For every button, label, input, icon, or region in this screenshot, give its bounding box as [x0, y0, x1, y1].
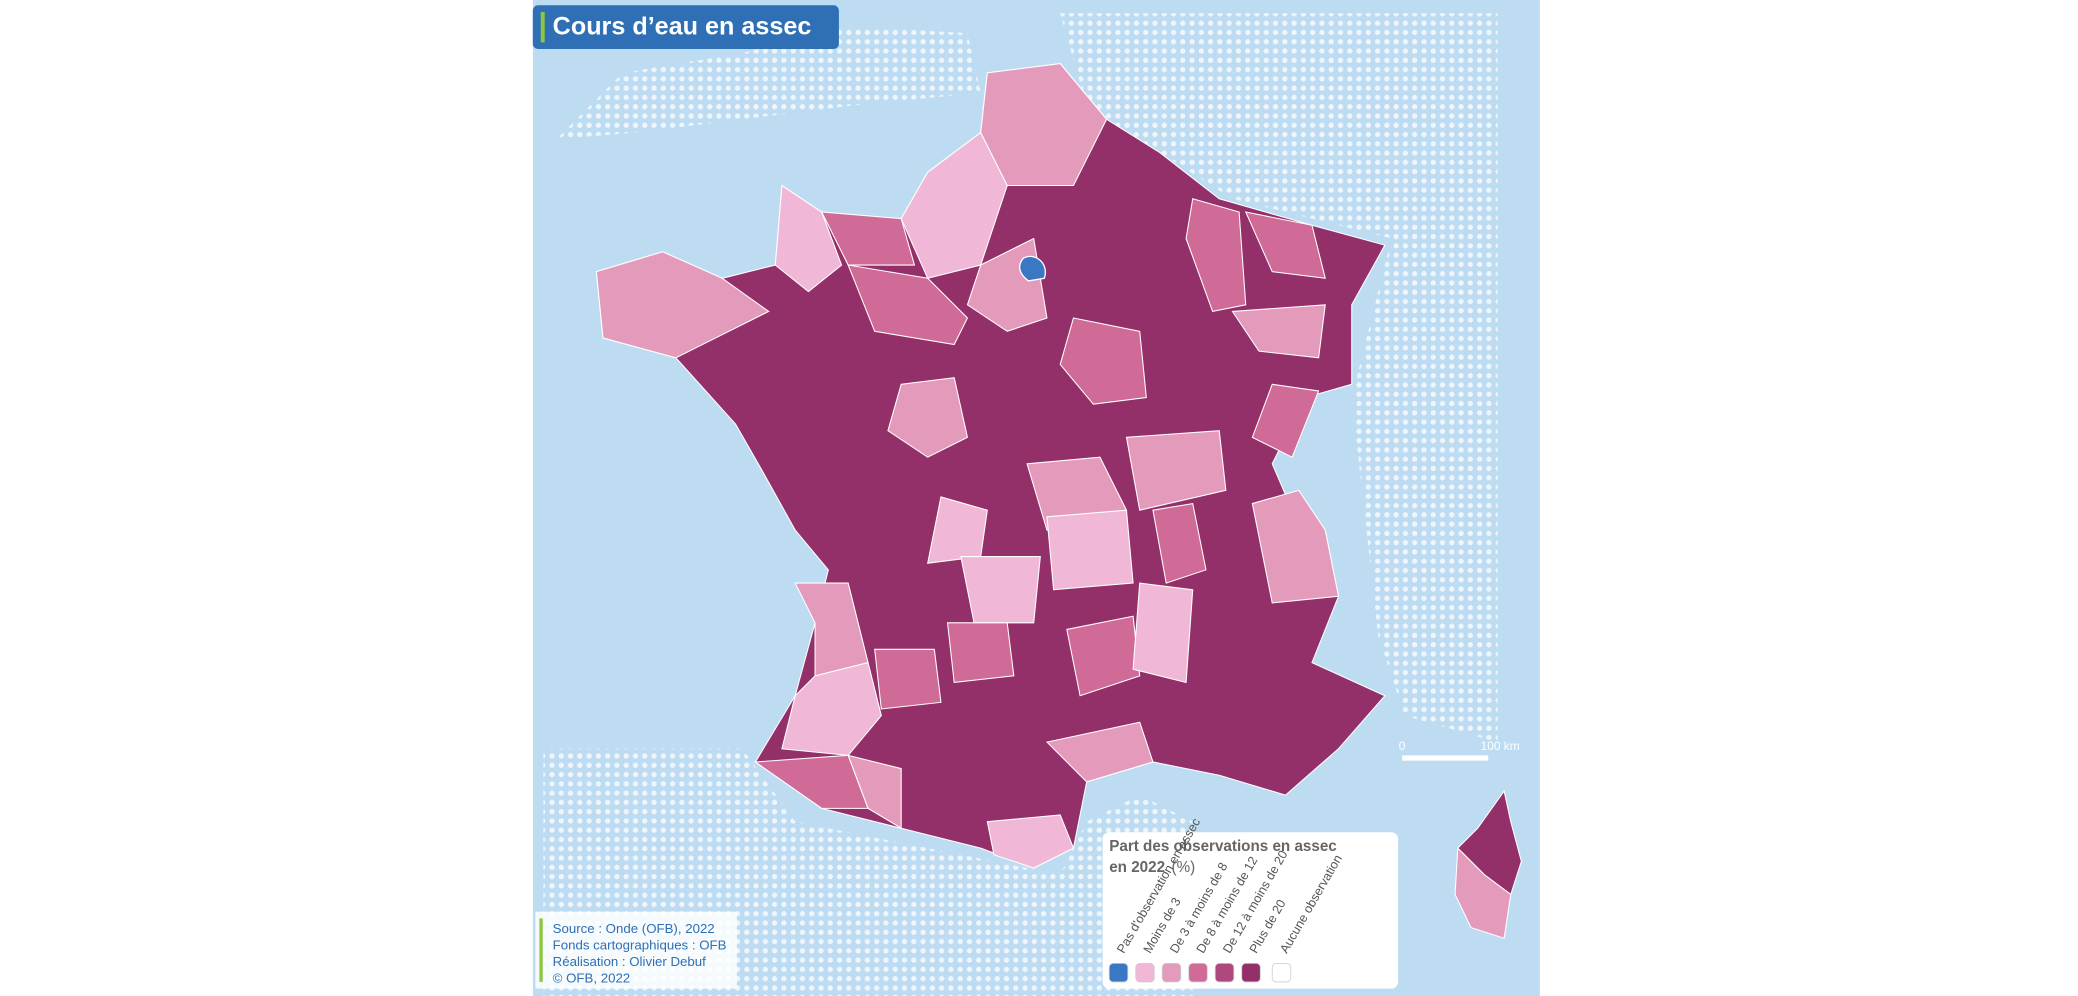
department: [1125, 430, 1227, 511]
department: [1046, 509, 1134, 591]
department: [774, 184, 843, 293]
department: [960, 556, 1041, 624]
scale-label: 0: [1399, 739, 1406, 753]
legend-swatch: [1241, 963, 1261, 983]
legend-swatch: [1161, 963, 1182, 983]
credit-line: Réalisation : Olivier Debuf: [553, 954, 706, 969]
title-accent: [540, 11, 545, 43]
department: [1132, 582, 1194, 684]
corsica: [1454, 846, 1512, 939]
scale-bar: [1402, 755, 1489, 761]
department: [1018, 255, 1047, 282]
department: [874, 648, 942, 710]
legend-swatch: [1135, 963, 1155, 983]
legend-title: Part des observations en assec en 2022: [1109, 838, 1337, 876]
dotted-land: [556, 26, 981, 140]
department: [1231, 304, 1326, 359]
department: [1045, 721, 1154, 783]
legend-box: [1102, 832, 1399, 989]
department: [1066, 615, 1141, 697]
legend-swatch: [1108, 963, 1129, 983]
legend-unit: (%): [1172, 859, 1196, 876]
legend-swatch: [1188, 963, 1208, 983]
legend-swatch: [1271, 963, 1292, 983]
department: [1152, 502, 1207, 584]
department: [946, 622, 1015, 684]
department: [1251, 383, 1320, 458]
department: [1244, 211, 1326, 279]
department: [1185, 198, 1247, 313]
legend-swatch: [1214, 963, 1235, 983]
department: [847, 754, 902, 830]
credit-line: Source : Onde (OFB), 2022: [553, 921, 715, 936]
credit-line: Fonds cartographiques : OFB: [553, 937, 727, 952]
credits-accent: [539, 918, 543, 982]
department: [986, 814, 1075, 869]
dotted-land: [1060, 13, 1498, 743]
title: Cours d’eau en assec: [553, 12, 812, 40]
department: [980, 63, 1108, 187]
credits-box: [535, 911, 737, 989]
department: [887, 377, 969, 458]
department: [847, 264, 969, 346]
department: [1251, 489, 1340, 604]
department: [1059, 317, 1147, 405]
department: [595, 251, 770, 359]
title-box: [532, 5, 839, 50]
department: [820, 211, 916, 266]
scale-label: 100 km: [1481, 739, 1520, 753]
credit-line: © OFB, 2022: [553, 971, 631, 986]
